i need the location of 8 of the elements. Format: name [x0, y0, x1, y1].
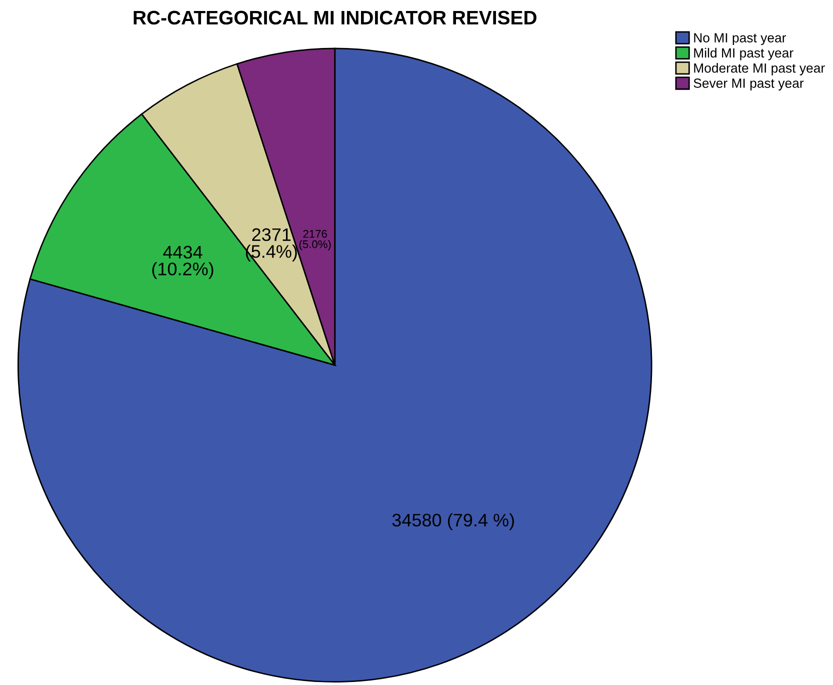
legend-label: Moderate MI past year: [694, 63, 825, 76]
legend-label: No MI past year: [694, 33, 786, 46]
data-label: 4434 (10.2%): [152, 246, 214, 279]
data-label: 2176 (5.0%): [299, 230, 331, 250]
chart-title: RC-CATEGORICAL MI INDICATOR REVISED: [134, 10, 536, 25]
data-label: 34580 (79.4 %): [392, 513, 514, 530]
legend-label: Mild MI past year: [694, 48, 794, 60]
legend-label: Sever MI past year: [694, 78, 804, 90]
